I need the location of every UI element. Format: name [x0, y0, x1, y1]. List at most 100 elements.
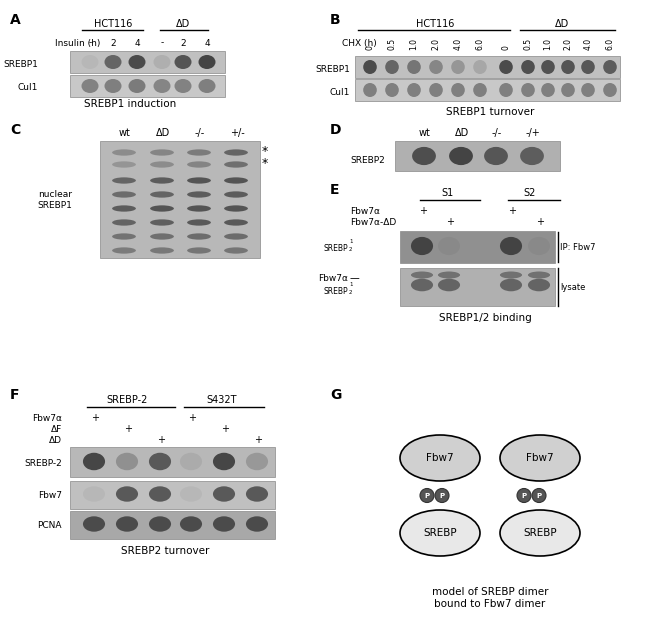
Text: G: G	[330, 388, 341, 402]
Text: Insulin (h): Insulin (h)	[55, 39, 100, 48]
Ellipse shape	[484, 147, 508, 165]
Text: 2.0: 2.0	[432, 38, 441, 50]
Ellipse shape	[112, 191, 136, 198]
Ellipse shape	[473, 60, 487, 74]
Ellipse shape	[541, 60, 555, 74]
Ellipse shape	[105, 55, 122, 69]
Text: F: F	[10, 388, 20, 402]
Ellipse shape	[213, 516, 235, 532]
Text: 1: 1	[349, 281, 352, 287]
Bar	[70, 447, 275, 477]
Text: wt: wt	[119, 128, 131, 138]
Ellipse shape	[112, 205, 136, 212]
Ellipse shape	[561, 60, 575, 74]
Text: ΔD: ΔD	[555, 19, 569, 29]
Ellipse shape	[83, 486, 105, 502]
Ellipse shape	[187, 162, 211, 167]
Text: 0.5: 0.5	[387, 38, 396, 50]
Bar	[395, 141, 560, 171]
Text: -: -	[161, 39, 164, 48]
Text: nuclear
SREBP1: nuclear SREBP1	[38, 190, 72, 210]
Ellipse shape	[224, 233, 248, 240]
Ellipse shape	[438, 237, 460, 255]
Ellipse shape	[224, 220, 248, 225]
Text: 4.0: 4.0	[584, 38, 593, 50]
Text: *: *	[262, 144, 268, 158]
Ellipse shape	[153, 55, 170, 69]
Text: -/-: -/-	[195, 128, 205, 138]
Text: 0: 0	[365, 45, 374, 50]
Ellipse shape	[581, 83, 595, 97]
Ellipse shape	[528, 279, 550, 291]
Ellipse shape	[603, 83, 617, 97]
Ellipse shape	[449, 147, 473, 165]
Ellipse shape	[500, 279, 522, 291]
Text: Fbw7α-ΔD: Fbw7α-ΔD	[350, 218, 396, 227]
Ellipse shape	[385, 60, 399, 74]
Text: S2: S2	[524, 188, 536, 198]
Ellipse shape	[180, 486, 202, 502]
Ellipse shape	[603, 60, 617, 74]
Ellipse shape	[224, 149, 248, 156]
Bar	[400, 268, 555, 306]
Text: Fbw7: Fbw7	[426, 453, 454, 463]
Ellipse shape	[112, 233, 136, 240]
Ellipse shape	[520, 147, 544, 165]
Ellipse shape	[83, 516, 105, 532]
Text: S1: S1	[442, 188, 454, 198]
Ellipse shape	[81, 79, 99, 93]
Ellipse shape	[411, 279, 433, 291]
Ellipse shape	[224, 247, 248, 254]
Text: 4: 4	[204, 39, 210, 48]
Ellipse shape	[412, 147, 436, 165]
Text: 1: 1	[349, 238, 352, 243]
Ellipse shape	[81, 55, 99, 69]
Ellipse shape	[521, 83, 535, 97]
Ellipse shape	[429, 60, 443, 74]
Text: SREBP-2: SREBP-2	[24, 459, 62, 468]
Ellipse shape	[363, 60, 377, 74]
Ellipse shape	[150, 191, 174, 198]
Text: P: P	[424, 493, 430, 498]
Ellipse shape	[153, 79, 170, 93]
Text: 4.0: 4.0	[454, 38, 463, 50]
Text: Fbw7α: Fbw7α	[318, 274, 348, 283]
Text: model of SREBP dimer: model of SREBP dimer	[432, 587, 548, 597]
Ellipse shape	[400, 435, 480, 481]
Ellipse shape	[112, 247, 136, 254]
Text: 2: 2	[111, 39, 116, 48]
Ellipse shape	[246, 453, 268, 470]
Ellipse shape	[150, 162, 174, 167]
Text: +: +	[124, 424, 132, 434]
Text: +: +	[254, 435, 262, 445]
Ellipse shape	[198, 55, 216, 69]
Text: SREBP1 induction: SREBP1 induction	[84, 99, 176, 109]
Ellipse shape	[224, 205, 248, 212]
Bar	[70, 511, 275, 539]
Text: 0.5: 0.5	[523, 38, 532, 50]
Ellipse shape	[385, 83, 399, 97]
Text: 0: 0	[502, 45, 510, 50]
Text: ΔD: ΔD	[49, 435, 62, 444]
Text: *: *	[262, 156, 268, 169]
Ellipse shape	[411, 272, 433, 278]
Ellipse shape	[112, 177, 136, 184]
Text: A: A	[10, 13, 21, 27]
Ellipse shape	[528, 272, 550, 278]
Ellipse shape	[500, 510, 580, 556]
Bar	[70, 75, 225, 97]
Text: bound to Fbw7 dimer: bound to Fbw7 dimer	[434, 599, 545, 609]
Ellipse shape	[187, 191, 211, 198]
Ellipse shape	[150, 177, 174, 184]
Ellipse shape	[129, 55, 146, 69]
Text: —: —	[350, 273, 359, 283]
Ellipse shape	[438, 272, 460, 278]
Text: +: +	[419, 206, 427, 216]
Text: Cul1: Cul1	[18, 82, 38, 91]
Circle shape	[517, 489, 531, 502]
Ellipse shape	[149, 486, 171, 502]
Text: 6.0: 6.0	[606, 38, 614, 50]
Ellipse shape	[407, 60, 421, 74]
Circle shape	[420, 489, 434, 502]
Ellipse shape	[187, 177, 211, 184]
